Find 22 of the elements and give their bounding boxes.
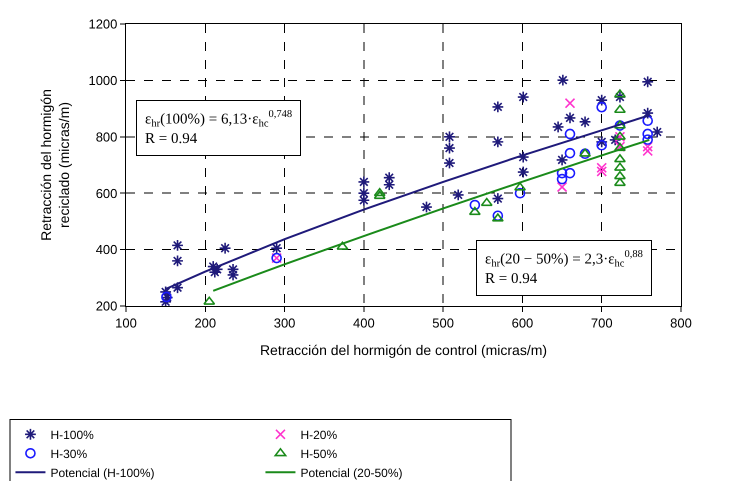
legend-label: Potencial (H-100%) [50, 466, 154, 480]
x-tick-label: 300 [274, 316, 296, 331]
x-axis-title: Retracción del hormigón de control (micras/m) [260, 342, 548, 358]
legend-label: H-50% [300, 446, 338, 461]
x-tick-label: 500 [432, 316, 454, 331]
legend-label: Potencial (20-50%) [300, 466, 403, 480]
y-axis-title: Retracción del hormigón reciclado (micras/m) [38, 89, 72, 241]
legend-label: H-20% [300, 428, 338, 442]
y-tick-label: 800 [96, 129, 118, 144]
y-tick-label: 1200 [88, 16, 118, 32]
x-tick-label: 700 [590, 316, 613, 331]
legend-label: H-30% [50, 446, 88, 461]
legend-label: H-100% [50, 428, 94, 442]
x-tick-label: 600 [512, 316, 534, 331]
x-tick-label: 200 [194, 316, 216, 331]
x-tick-label: 800 [670, 316, 692, 331]
x-tick-label: 400 [353, 316, 375, 331]
x-tick-label: 100 [115, 316, 137, 331]
y-tick-label: 200 [96, 298, 118, 314]
y-tick-label: 400 [96, 242, 118, 258]
y-tick-label: 1000 [88, 72, 118, 88]
y-tick-label: 600 [96, 186, 118, 201]
